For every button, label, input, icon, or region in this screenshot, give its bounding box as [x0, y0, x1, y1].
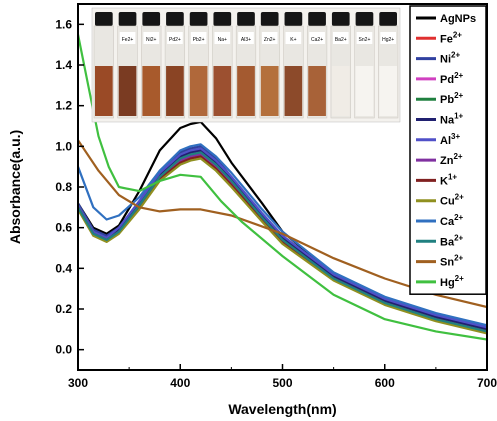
legend-label: Zn2+ — [440, 152, 463, 167]
y-tick-label: 0.4 — [55, 261, 72, 275]
legend-label: Pd2+ — [440, 71, 464, 86]
vial-label-tag — [119, 32, 136, 44]
vial-label: Sn2+ — [359, 37, 371, 43]
legend-label: AgNPs — [440, 13, 476, 25]
series-line-hg2 — [78, 34, 487, 341]
series-line-sn2 — [78, 139, 487, 309]
x-tick-label: 400 — [170, 376, 190, 390]
legend-label: Sn2+ — [440, 254, 464, 269]
vial-label: Hg2+ — [382, 37, 394, 43]
vial-solution — [355, 66, 374, 116]
x-tick-label: 700 — [477, 376, 497, 390]
x-axis: 300 400 500 600 700 — [68, 364, 497, 390]
vial-cap — [260, 12, 279, 26]
x-axis-title: Wavelength(nm) — [228, 401, 336, 417]
vial-solution — [189, 66, 208, 116]
legend-box — [409, 5, 487, 295]
vial-label: Zn2+ — [264, 37, 276, 43]
y-axis-title: Absorbance(a.u.) — [7, 130, 23, 244]
vial-solution — [95, 66, 113, 116]
vial-cap — [213, 12, 232, 26]
vial-solution — [260, 66, 279, 116]
legend-label: Na1+ — [440, 112, 464, 127]
legend-label: Ba2+ — [440, 233, 464, 248]
y-tick-label: 1.2 — [55, 99, 72, 113]
y-tick-label: 0.8 — [55, 180, 72, 194]
vial-label-tag — [332, 32, 349, 44]
vial-cap — [284, 12, 303, 26]
x-tick-label: 600 — [375, 376, 395, 390]
vial-label-tag — [380, 32, 396, 44]
legend-label: Ca2+ — [440, 213, 464, 228]
legend-label: Ni2+ — [440, 51, 460, 66]
y-tick-label: 0.6 — [55, 221, 72, 235]
vial-cap — [95, 12, 113, 26]
vial-label-tag — [285, 32, 302, 44]
vial-cap — [379, 12, 397, 26]
x-tick-label: 500 — [272, 376, 292, 390]
legend-label: K1+ — [440, 172, 457, 187]
series-line-cu2 — [78, 157, 487, 335]
vial-label: Pd2+ — [169, 37, 181, 43]
vial-cap — [308, 12, 326, 26]
vial-label: Pb2+ — [193, 37, 205, 43]
y-tick-label: 1.6 — [55, 17, 72, 31]
vial-label: K+ — [290, 37, 296, 43]
y-tick-label: 0.0 — [55, 343, 72, 357]
vial-label-tag — [143, 32, 160, 44]
legend: AgNPs Fe2+ Ni2+ Pd2+ Pb2+ Na1+ Al3+ Zn2+ K1+ Cu2+… — [409, 5, 487, 295]
plot-lines — [78, 34, 487, 341]
legend-label: Pb2+ — [440, 91, 464, 106]
vial-solution — [166, 66, 184, 116]
vial-cap — [189, 12, 208, 26]
y-axis: 0.0 0.2 0.4 0.6 0.8 1.0 1.2 1.4 1.6 — [55, 17, 84, 357]
vial-label-tag — [214, 32, 231, 44]
vial-label: Ni2+ — [146, 37, 157, 43]
vial-solution — [284, 66, 303, 116]
vial-label-tag — [309, 32, 325, 44]
vial-solution — [379, 66, 397, 116]
vial-label-tag — [190, 32, 207, 44]
vial-label-tag — [261, 32, 278, 44]
series-line-ba2 — [78, 151, 487, 333]
vial-cap — [118, 12, 137, 26]
vial-cap — [331, 12, 350, 26]
vial-cap — [142, 12, 161, 26]
vial-label: Ba2+ — [335, 37, 347, 43]
series-line-al3 — [78, 147, 487, 329]
vial-label: Ca2+ — [311, 37, 323, 43]
legend-label: Fe2+ — [440, 30, 462, 45]
y-tick-label: 1.4 — [55, 58, 72, 72]
vial-cap — [166, 12, 184, 26]
vial-solution — [331, 66, 350, 116]
y-tick-label: 0.2 — [55, 302, 72, 316]
legend-label: Cu2+ — [440, 193, 464, 208]
x-tick-label: 300 — [68, 376, 88, 390]
series-line-ca2 — [78, 143, 487, 327]
vial-label: Al3+ — [241, 37, 251, 43]
vial-label-tag — [167, 32, 183, 44]
legend-label: Al3+ — [440, 132, 460, 147]
vial-solution — [308, 66, 326, 116]
legend-label: Hg2+ — [440, 274, 464, 289]
vial-solution — [118, 66, 137, 116]
vial-label: Na+ — [218, 37, 227, 43]
vial-solution — [213, 66, 232, 116]
vial-cap — [237, 12, 255, 26]
vial-label: Fe2+ — [122, 37, 134, 43]
vial-solution — [237, 66, 255, 116]
vial-solution — [142, 66, 161, 116]
vial-label-tag — [238, 32, 254, 44]
y-tick-label: 1.0 — [55, 139, 72, 153]
vial-photo-inset: Fe2+ Ni2+ Pd2+ Pb2+ Na+ Al3+ Zn2+ K+ Ca2+ Ba2+ Sn2… — [91, 7, 401, 123]
vial-label-tag — [356, 32, 373, 44]
vial-cap — [355, 12, 374, 26]
